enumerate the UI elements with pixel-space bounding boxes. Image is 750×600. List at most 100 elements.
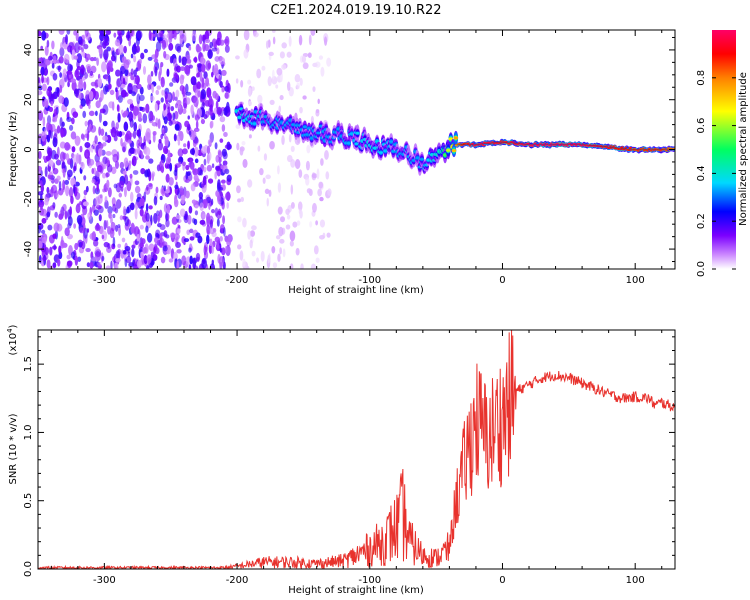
spectral-noise-cell bbox=[286, 51, 292, 58]
spectral-noise-cell bbox=[174, 238, 178, 245]
spectral-noise-cell bbox=[66, 260, 73, 267]
spectral-noise-cell bbox=[209, 219, 213, 229]
spectral-noise-cell bbox=[53, 153, 59, 160]
spectral-noise-cell bbox=[279, 238, 285, 244]
spectral-noise-cell bbox=[210, 198, 214, 206]
spectral-noise-cell bbox=[307, 52, 312, 58]
spectrogram-y-label: Frequency (Hz) bbox=[8, 111, 19, 187]
spectral-noise-cell bbox=[185, 164, 190, 171]
spectral-noise-cell bbox=[134, 208, 138, 220]
spectral-noise-cell bbox=[101, 234, 105, 240]
spectral-noise-cell bbox=[124, 245, 131, 252]
spectral-noise-cell bbox=[324, 150, 329, 160]
spectral-noise-cell bbox=[100, 89, 104, 101]
spectral-noise-cell bbox=[201, 63, 206, 73]
spectral-noise-cell bbox=[219, 80, 223, 88]
spectral-noise-cell bbox=[44, 166, 48, 178]
spectral-noise-cell bbox=[123, 121, 129, 132]
spectral-noise-cell bbox=[267, 76, 272, 87]
spectral-noise-cell bbox=[47, 224, 53, 231]
colorbar-tick-label: 0.2 bbox=[696, 213, 707, 229]
spectral-noise-cell bbox=[249, 230, 256, 237]
spectral-noise-cell bbox=[38, 240, 43, 249]
spectral-noise-cell bbox=[295, 247, 300, 256]
spectral-noise-cell bbox=[161, 129, 166, 135]
snr-y-multiplier: (x104) bbox=[6, 324, 19, 355]
spectral-noise-cell bbox=[211, 120, 214, 128]
spectral-noise-cell bbox=[182, 108, 187, 115]
spectral-noise-cell bbox=[223, 107, 228, 116]
spectral-noise-cell bbox=[211, 208, 215, 214]
spectral-noise-cell bbox=[82, 134, 86, 141]
spectral-noise-cell bbox=[180, 194, 186, 205]
spectral-noise-cell bbox=[145, 131, 151, 143]
spectral-noise-cell bbox=[94, 135, 98, 145]
spectral-noise-cell bbox=[95, 110, 98, 117]
spectral-noise-cell bbox=[173, 169, 178, 177]
spectral-noise-cell bbox=[54, 211, 58, 218]
spectral-noise-cell bbox=[74, 42, 80, 54]
spectral-noise-cell bbox=[176, 260, 180, 269]
spectral-noise-cell bbox=[115, 224, 119, 232]
spectral-noise-cell bbox=[298, 34, 303, 46]
spectral-noise-cell bbox=[296, 82, 301, 90]
spectral-noise-cell bbox=[236, 142, 240, 151]
spectral-noise-cell bbox=[188, 45, 192, 51]
spectral-noise-cell bbox=[277, 182, 282, 193]
spectral-noise-cell bbox=[171, 77, 178, 83]
spectral-noise-cell bbox=[226, 202, 229, 209]
spectral-noise-cell bbox=[130, 222, 135, 234]
y-tick-label: 0 bbox=[23, 146, 34, 152]
spectral-noise-cell bbox=[221, 69, 227, 76]
spectral-noise-cell bbox=[119, 215, 124, 221]
spectral-ridge-cell bbox=[349, 132, 355, 135]
spectral-noise-cell bbox=[173, 198, 179, 208]
spectral-noise-cell bbox=[188, 247, 192, 253]
spectral-noise-cell bbox=[197, 90, 201, 98]
spectral-noise-cell bbox=[124, 174, 129, 185]
spectral-noise-cell bbox=[151, 122, 158, 127]
spectral-noise-cell bbox=[189, 161, 195, 170]
spectral-noise-cell bbox=[157, 118, 161, 129]
spectral-noise-cell bbox=[63, 97, 69, 107]
spectral-noise-cell bbox=[101, 255, 105, 262]
spectral-noise-cell bbox=[168, 258, 174, 263]
spectral-noise-cell bbox=[75, 152, 80, 164]
spectral-noise-cell bbox=[140, 168, 146, 175]
spectral-noise-cell bbox=[208, 95, 213, 105]
spectral-noise-cell bbox=[204, 99, 211, 107]
spectral-noise-cell bbox=[192, 132, 195, 141]
spectral-noise-cell bbox=[52, 262, 57, 269]
spectral-noise-cell bbox=[161, 164, 165, 174]
spectral-noise-cell bbox=[64, 179, 70, 185]
spectral-noise-cell bbox=[267, 254, 271, 264]
spectral-noise-cell bbox=[146, 184, 149, 191]
spectral-noise-cell bbox=[103, 219, 107, 231]
spectral-noise-cell bbox=[182, 86, 186, 97]
spectral-noise-cell bbox=[134, 49, 138, 54]
spectral-noise-cell bbox=[139, 86, 144, 95]
spectral-noise-cell bbox=[220, 87, 225, 93]
spectral-noise-cell bbox=[302, 62, 309, 70]
spectral-noise-cell bbox=[175, 89, 180, 98]
spectral-noise-cell bbox=[202, 166, 207, 173]
spectral-noise-cell bbox=[157, 141, 164, 151]
spectral-noise-cell bbox=[139, 197, 145, 207]
spectral-noise-cell bbox=[90, 257, 97, 262]
spectral-noise-cell bbox=[302, 95, 307, 100]
spectral-noise-cell bbox=[70, 78, 77, 84]
spectral-noise-cell bbox=[200, 56, 204, 64]
spectral-noise-cell bbox=[111, 50, 115, 57]
spectral-noise-cell bbox=[41, 217, 47, 224]
colorbar-gradient bbox=[712, 30, 736, 269]
spectral-noise-cell bbox=[162, 245, 168, 252]
spectral-noise-cell bbox=[76, 53, 83, 64]
spectral-noise-cell bbox=[129, 147, 136, 154]
spectral-noise-cell bbox=[311, 173, 318, 179]
spectral-noise-cell bbox=[46, 122, 50, 132]
spectrogram-ridge-layer bbox=[234, 101, 675, 176]
spectral-noise-cell bbox=[58, 95, 64, 104]
spectral-noise-cell bbox=[134, 201, 139, 210]
spectral-noise-cell bbox=[312, 62, 318, 68]
spectral-noise-cell bbox=[56, 175, 61, 181]
